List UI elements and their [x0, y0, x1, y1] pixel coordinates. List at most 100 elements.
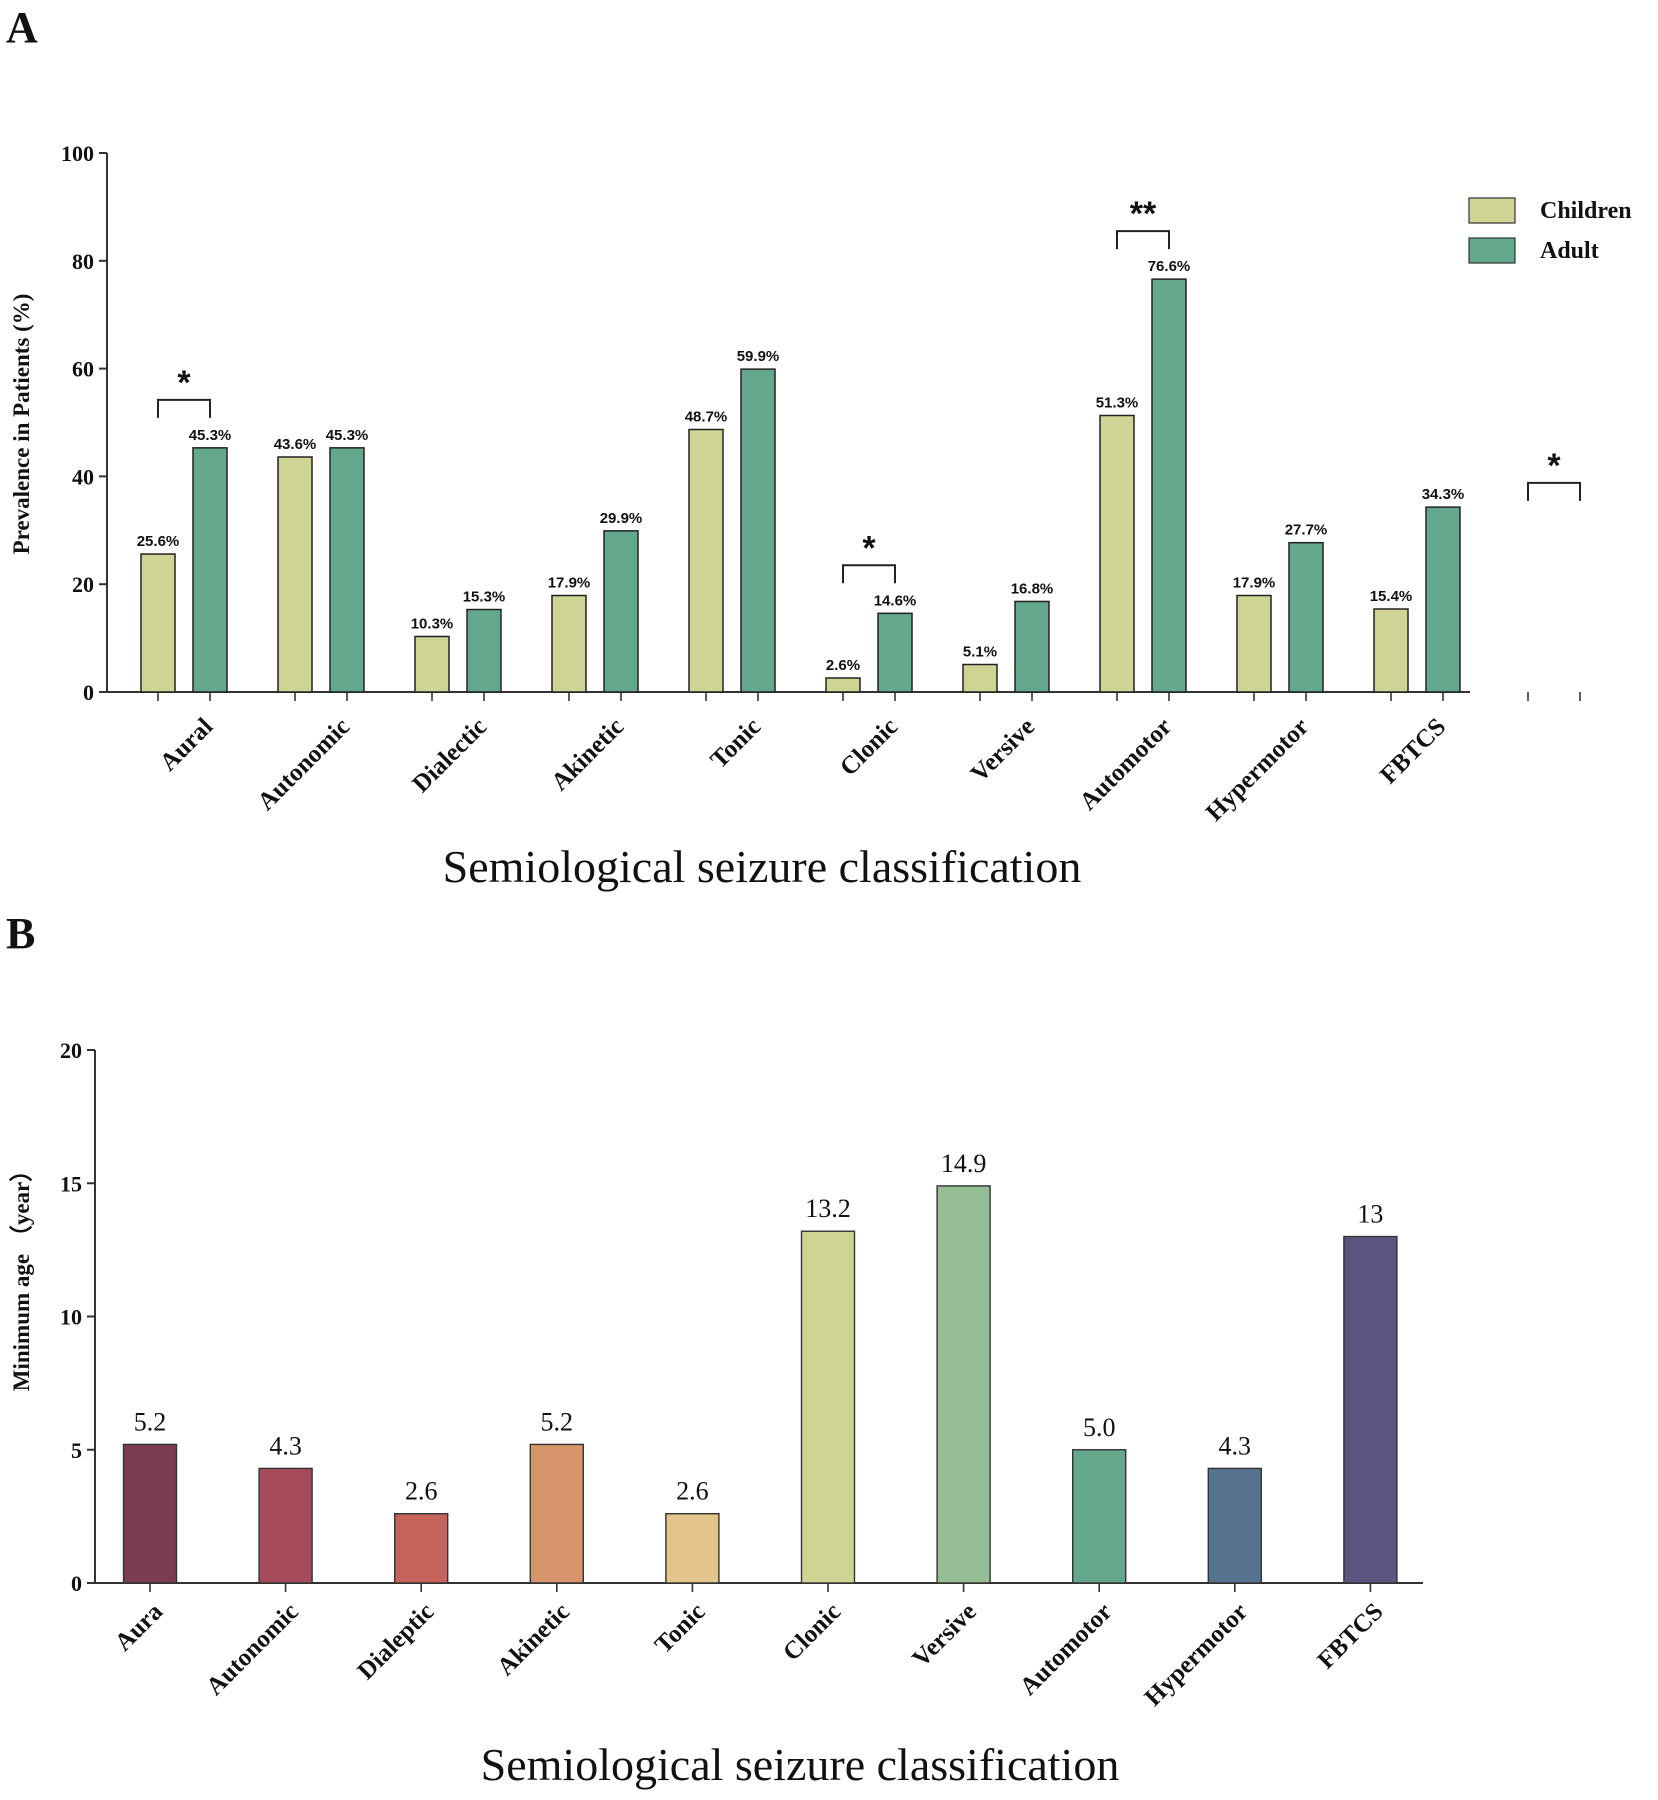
legend-swatch-children — [1468, 197, 1516, 224]
chart-a-y-tick-label: 20 — [72, 572, 94, 597]
legend-label-adult: Adult — [1540, 238, 1599, 264]
chart-b-bar — [122, 1443, 178, 1584]
chart-a-bar-children — [688, 428, 724, 693]
chart-a-bar-children — [962, 663, 998, 693]
chart-b-bar — [800, 1230, 856, 1584]
chart-b-category-label: Tonic — [650, 1598, 711, 1659]
chart-b-y-tick-label: 10 — [60, 1305, 82, 1330]
chart-a-value-label: 48.7% — [685, 409, 728, 426]
chart-a-value-label: 51.3% — [1096, 394, 1139, 411]
chart-b-category-label: Versive — [907, 1598, 981, 1672]
chart-a-bar-adult — [329, 447, 365, 693]
chart-a-bar-children — [414, 635, 450, 693]
chart-a-category-label: Versive — [966, 713, 1040, 787]
chart-a-value-label: 17.9% — [548, 575, 591, 592]
chart-a-bar-adult — [603, 530, 639, 693]
chart-a-y-tick-label: 100 — [61, 141, 94, 166]
chart-a-value-label: 76.6% — [1148, 258, 1191, 275]
chart-b: 0 5 10 15 20 Aura 5.2 Autonomic 4.3 Dialeptic 2.6 A… — [60, 1038, 1423, 1711]
chart-a-bar-adult — [877, 612, 913, 693]
chart-b-category-label: Clonic — [778, 1598, 846, 1666]
chart-b-bar — [1071, 1449, 1127, 1584]
chart-a-value-label: 25.6% — [137, 533, 180, 550]
chart-a-bar-adult — [1151, 278, 1187, 693]
chart-a-significance-bracket — [1527, 481, 1581, 501]
chart-a-value-label: 17.9% — [1233, 575, 1276, 592]
chart-a-value-label: 45.3% — [326, 427, 369, 444]
chart-a: 0 20 40 60 80 100 Aural Autonomic Dialectic Akine… — [61, 141, 1581, 826]
legend: Children Adult — [1468, 197, 1632, 264]
chart-a-value-label: 29.9% — [600, 510, 643, 527]
chart-b-bar — [665, 1513, 720, 1584]
chart-a-value-label: 15.3% — [463, 589, 506, 606]
chart-b-category-label: Automotor — [1015, 1598, 1118, 1701]
chart-b-bar — [1207, 1467, 1263, 1584]
chart-a-category-label: Tonic — [706, 713, 767, 774]
chart-a-bar-children — [277, 456, 313, 693]
chart-b-value-label: 5.2 — [541, 1407, 574, 1436]
chart-b-category-label: Dialeptic — [353, 1598, 440, 1685]
chart-b-y-axis-label: Minimum age （year） — [8, 1159, 34, 1392]
chart-a-y-axis-label: Prevalence in Patients (%) — [9, 294, 34, 555]
chart-a-y-tick-label: 80 — [72, 249, 94, 274]
chart-a-value-label: 2.6% — [826, 657, 860, 674]
legend-swatch-adult — [1468, 237, 1516, 264]
chart-b-value-label: 5.0 — [1083, 1413, 1116, 1442]
chart-a-category-label: Autonomic — [253, 713, 356, 816]
chart-b-x-axis-label: Semiological seizure classification — [481, 1739, 1120, 1790]
chart-b-category-label: Akinetic — [492, 1598, 575, 1681]
chart-a-value-label: 15.4% — [1370, 588, 1413, 605]
chart-b-bar — [936, 1185, 991, 1584]
chart-a-bar-children — [1236, 594, 1272, 693]
chart-b-value-label: 2.6 — [405, 1477, 438, 1506]
chart-b-y-tick-label: 0 — [71, 1571, 82, 1596]
chart-a-significance-mark: ** — [1130, 195, 1157, 233]
chart-a-value-label: 5.1% — [963, 644, 997, 661]
chart-b-category-label: FBTCS — [1313, 1598, 1389, 1674]
chart-b-bar — [258, 1467, 313, 1584]
chart-a-bar-adult — [466, 608, 502, 693]
chart-b-bar — [394, 1513, 449, 1584]
chart-a-x-axis-label: Semiological seizure classification — [443, 841, 1082, 892]
legend-label-children: Children — [1540, 198, 1632, 224]
chart-a-category-label: Automotor — [1075, 713, 1178, 816]
chart-b-value-label: 14.9 — [941, 1149, 987, 1178]
chart-a-value-label: 59.9% — [737, 348, 780, 365]
chart-a-y-tick-label: 60 — [72, 357, 94, 382]
chart-a-value-label: 27.7% — [1285, 522, 1328, 539]
chart-a-bar-adult — [1014, 600, 1050, 693]
chart-a-bar-children — [825, 677, 861, 693]
chart-a-significance-bracket — [157, 398, 211, 418]
chart-a-bar-adult — [740, 368, 776, 693]
chart-b-y-tick-label: 15 — [60, 1171, 82, 1196]
chart-a-category-label: Akinetic — [546, 713, 629, 796]
chart-b-bar — [1343, 1235, 1398, 1584]
chart-b-value-label: 5.2 — [134, 1407, 167, 1436]
chart-a-value-label: 10.3% — [411, 615, 454, 632]
chart-b-value-label: 13.2 — [805, 1194, 851, 1223]
chart-b-value-label: 4.3 — [269, 1431, 302, 1460]
chart-a-significance-mark: * — [1547, 447, 1561, 485]
chart-b-y-tick-label: 5 — [71, 1438, 82, 1463]
chart-a-bar-children — [1099, 414, 1135, 693]
chart-a-y-tick-label: 40 — [72, 464, 94, 489]
chart-a-category-label: Aural — [155, 713, 218, 776]
chart-a-bar-children — [140, 553, 176, 693]
chart-a-category-label: FBTCS — [1375, 713, 1451, 789]
chart-a-bar-adult — [1425, 506, 1461, 693]
chart-b-bar — [529, 1443, 584, 1584]
chart-b-category-label: Autonomic — [201, 1598, 304, 1701]
chart-b-value-label: 13 — [1357, 1200, 1383, 1229]
chart-a-category-label: Dialectic — [407, 713, 492, 798]
chart-b-y-tick-label: 20 — [60, 1038, 82, 1063]
chart-a-bar-children — [1373, 608, 1409, 693]
chart-a-value-label: 34.3% — [1422, 486, 1465, 503]
chart-b-category-label: Hypermotor — [1140, 1598, 1253, 1711]
chart-a-value-label: 16.8% — [1011, 580, 1054, 597]
chart-b-category-label: Aura — [110, 1598, 169, 1657]
chart-a-value-label: 14.6% — [874, 592, 917, 609]
chart-a-value-label: 43.6% — [274, 436, 317, 453]
chart-a-bar-adult — [192, 447, 228, 693]
chart-a-category-label: Hypermotor — [1201, 713, 1314, 826]
